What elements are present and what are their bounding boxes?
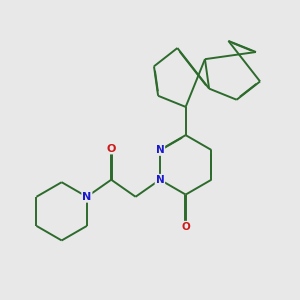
Text: O: O	[106, 143, 116, 154]
Text: N: N	[156, 175, 164, 185]
Text: N: N	[82, 192, 92, 202]
Text: O: O	[181, 222, 190, 232]
Text: N: N	[156, 145, 164, 155]
